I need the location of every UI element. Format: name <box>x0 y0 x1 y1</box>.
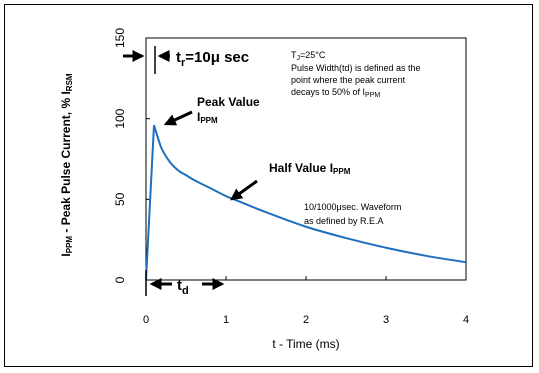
y-tick-label: 100 <box>113 108 127 128</box>
x-tick-label: 0 <box>143 314 149 326</box>
y-axis-ticks: 0 50 100 150 <box>113 28 150 283</box>
pulse-width-note-line3: decays to 50% of IPPM <box>291 87 380 99</box>
peak-value-ippm-label: IPPM <box>197 110 218 125</box>
td-label: td <box>177 277 189 297</box>
pulse-width-note-line2: point where the peak current <box>291 75 406 85</box>
x-tick-label: 1 <box>223 314 229 326</box>
waveform-note-line2: as defined by R.E.A <box>304 216 384 226</box>
waveform-note-line1: 10/1000μsec. Waveform <box>304 202 401 212</box>
peak-value-label: Peak Value <box>197 95 260 109</box>
half-value-label: Half Value IPPM <box>269 161 351 176</box>
half-value-arrow <box>230 179 258 201</box>
y-tick-label: 150 <box>113 28 127 48</box>
tj-label: TJ=25°C <box>291 50 326 62</box>
tr-label: tr=10μ sec <box>176 49 249 69</box>
x-tick-label: 4 <box>463 314 469 326</box>
y-tick-label: 0 <box>113 276 127 283</box>
pulse-waveform-line <box>145 124 467 281</box>
chart-frame <box>4 4 533 367</box>
peak-value-arrow <box>163 110 193 126</box>
x-tick-label: 2 <box>303 314 309 326</box>
x-axis-ticks: 0 1 2 3 4 <box>143 276 469 326</box>
pulse-width-note-line1: Pulse Width(td) is defined as the <box>291 63 421 73</box>
y-axis-label: IPPM - Peak Pulse Current, % IRSM <box>59 73 74 257</box>
x-tick-label: 3 <box>383 314 389 326</box>
x-axis-label: t - Time (ms) <box>272 337 339 351</box>
y-tick-label: 50 <box>113 192 127 206</box>
